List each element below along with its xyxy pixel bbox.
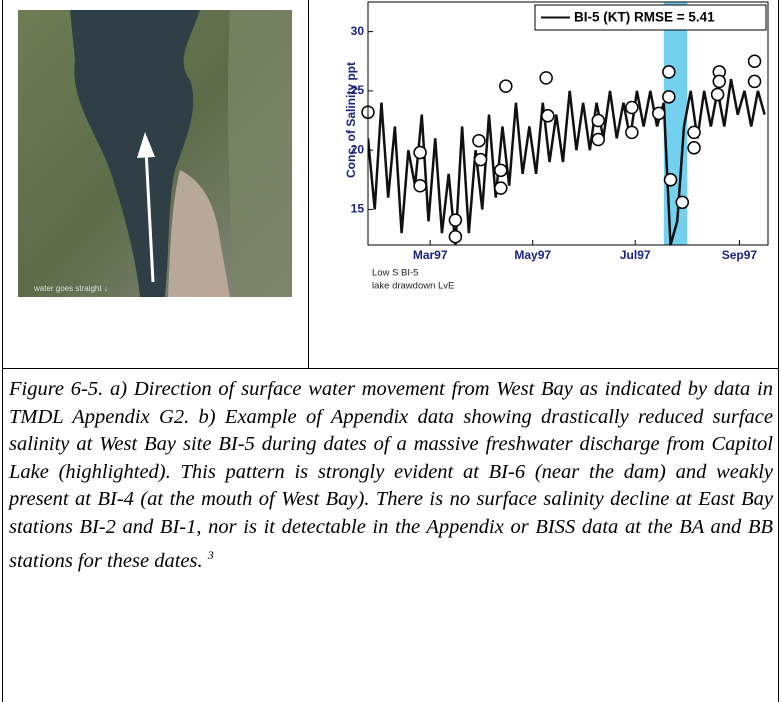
observation bbox=[626, 101, 638, 113]
footnote-ref: 3 bbox=[208, 548, 214, 562]
aerial-photo: water goes straight ↓ bbox=[18, 10, 292, 297]
observation bbox=[663, 91, 675, 103]
observation bbox=[542, 110, 554, 122]
note: Low S BI-5 bbox=[372, 268, 418, 279]
y-tick-label: 15 bbox=[351, 202, 365, 216]
observation bbox=[663, 66, 675, 78]
caption-text: Figure 6-5. a) Direction of surface wate… bbox=[9, 378, 773, 571]
observation bbox=[592, 115, 604, 127]
observation bbox=[749, 55, 761, 67]
observation bbox=[626, 126, 638, 138]
observation bbox=[676, 196, 688, 208]
observation bbox=[749, 75, 761, 87]
observation bbox=[500, 80, 512, 92]
observation bbox=[592, 134, 604, 146]
observation bbox=[475, 154, 487, 166]
model-line bbox=[368, 79, 765, 245]
photo-label: water goes straight ↓ bbox=[33, 284, 108, 293]
observation bbox=[414, 147, 426, 159]
observation bbox=[495, 164, 507, 176]
y-tick-label: 30 bbox=[351, 24, 365, 38]
y-tick-label: 20 bbox=[351, 142, 365, 156]
observation bbox=[414, 180, 426, 192]
x-tick-label: May97 bbox=[514, 248, 551, 262]
y-axis-label: Conc. of Salinity ppt bbox=[344, 62, 358, 178]
observation bbox=[449, 214, 461, 226]
observation bbox=[688, 142, 700, 154]
observation bbox=[713, 75, 725, 87]
y-tick-label: 25 bbox=[351, 83, 365, 97]
observation bbox=[449, 231, 461, 243]
observation bbox=[495, 182, 507, 194]
legend-label: BI-5 (KT) RMSE = 5.41 bbox=[574, 10, 715, 25]
observation bbox=[688, 126, 700, 138]
note: lake drawdown LvE bbox=[372, 281, 454, 292]
observation bbox=[540, 72, 552, 84]
caption: Figure 6-5. a) Direction of surface wate… bbox=[9, 376, 773, 575]
page: water goes straight ↓ Conc. of Salinity … bbox=[0, 0, 781, 702]
x-tick-label: Sep97 bbox=[722, 248, 758, 262]
observation bbox=[473, 135, 485, 147]
figure: water goes straight ↓ Conc. of Salinity … bbox=[0, 0, 781, 702]
observation bbox=[653, 107, 665, 119]
x-tick-label: Mar97 bbox=[413, 248, 448, 262]
observation bbox=[665, 174, 677, 186]
plot bbox=[368, 2, 765, 245]
observation bbox=[712, 88, 724, 100]
x-tick-label: Jul97 bbox=[620, 248, 651, 262]
